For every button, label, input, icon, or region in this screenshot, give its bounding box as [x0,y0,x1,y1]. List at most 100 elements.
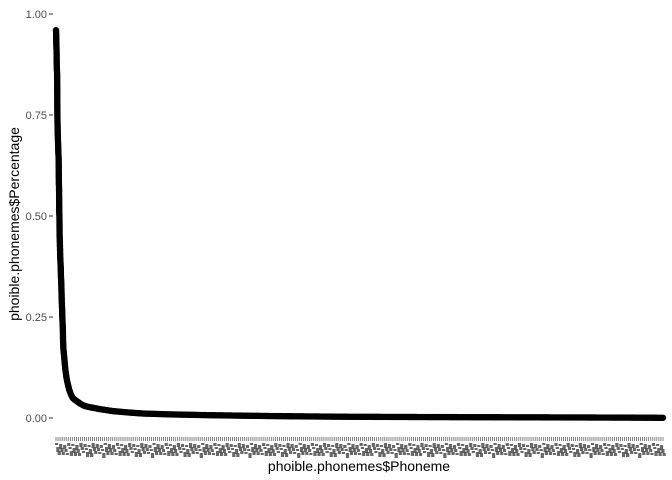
x-tick-label-mark [649,449,653,452]
x-tick-label-mark [539,449,543,451]
x-tick-label-mark [393,449,397,451]
x-tick-label-mark [481,443,485,448]
x-tick-label-mark [327,444,331,447]
x-tick-label-mark [582,444,586,448]
x-tick-label-mark [590,443,595,445]
x-tick-label-mark [368,449,373,453]
x-tick-label-mark [57,451,61,455]
x-tick-label-mark [432,443,436,448]
x-tick-label-mark [130,451,134,453]
x-tick-label-mark [156,444,160,449]
x-tick-label-mark [431,453,435,457]
x-tick-label-mark [303,448,308,452]
x-tick-label-mark [203,451,207,455]
x-tick-label-mark [646,452,650,455]
x-tick-label-mark [155,451,159,455]
x-tick-label-mark [482,447,486,451]
x-tick-label-mark [657,448,661,453]
x-tick-label-mark [299,447,304,452]
x-tick-label-mark [114,453,118,455]
x-tick-label-mark [425,448,429,450]
x-tick-label-mark [76,449,80,453]
x-tick-label-mark [295,449,300,451]
x-tick-label-mark [559,448,563,453]
x-tick-label-mark [267,448,271,453]
x-axis [55,437,666,458]
x-tick-label-mark [102,453,106,458]
x-tick-label-mark [81,451,86,453]
x-tick-label-mark [187,453,191,457]
x-tick-label-mark [309,453,313,455]
x-tick-label-mark [632,448,637,451]
x-tick-label-mark [193,444,197,448]
x-tick-label-mark [141,447,145,451]
x-tick-label-mark [359,443,363,446]
x-tick-label-mark [645,448,649,452]
x-tick-label-mark [218,448,222,453]
x-tick-label-mark [133,448,137,450]
x-tick-label-mark [574,445,578,447]
x-tick-label-mark [379,445,383,447]
x-tick-label-mark [584,448,588,451]
x-tick-label-mark [95,444,99,448]
x-tick-label-mark [64,449,68,452]
x-tick-label-mark [294,445,298,448]
x-tick-label-mark [337,451,341,454]
x-tick-label-mark [585,452,589,454]
x-tick-label-mark [174,449,178,453]
x-tick-label-mark [306,445,310,449]
x-tick-label-mark [209,445,213,449]
x-tick-label-mark [535,448,539,451]
x-tick-label-mark [197,445,201,448]
x-tick-label-mark [73,452,78,456]
x-tick-label-mark [372,447,377,450]
x-tick-label-mark [437,448,442,451]
x-tick-label-mark [92,447,97,451]
x-tick-label-mark [126,453,130,456]
x-tick-label-mark [567,447,572,450]
x-tick-label-mark [345,453,350,458]
x-tick-label-mark [447,451,451,455]
x-tick-label-mark [420,443,424,447]
x-tick-label-mark [290,444,294,448]
x-tick-label-mark [226,447,231,450]
x-tick-label-mark [270,445,274,450]
x-tick-label-mark [458,447,462,449]
x-tick-label-mark [241,444,245,448]
x-tick-label-mark [264,451,268,456]
x-tick-label-mark [497,444,501,449]
x-tick-label-mark [164,443,168,446]
x-tick-label-mark [364,448,369,453]
x-tick-label-mark [188,443,193,448]
x-tick-label-mark [353,452,358,455]
x-tick-label-mark [222,449,226,453]
x-tick-label-mark [473,444,477,447]
x-tick-label-mark [402,452,406,455]
x-tick-label-mark [344,449,348,451]
x-tick-label-mark [389,448,393,451]
x-tick-label-mark [321,453,325,456]
x-tick-label-mark [258,445,262,449]
x-tick-label-mark [213,443,217,446]
x-tick-label-mark [121,448,125,453]
x-tick-label-mark [577,453,581,457]
x-tick-label-mark [351,444,355,449]
x-tick-label-mark [75,445,79,450]
x-tick-label-mark [511,448,515,453]
data-points [52,26,667,421]
x-tick-label-mark [356,449,360,452]
x-tick-label-mark [404,445,408,449]
x-tick-label-mark [333,453,337,457]
x-tick-label-mark [340,448,344,451]
x-tick-label-mark [215,451,220,456]
x-tick-label-mark [349,451,354,455]
x-tick-label-mark [229,444,233,447]
x-tick-label-mark [243,448,247,451]
x-tick-label-mark [408,443,412,446]
x-tick-label-mark [547,448,551,452]
y-axis: 0.00 0.25 0.50 0.75 1.00 [26,9,53,425]
x-tick-label-mark [202,447,206,452]
x-tick-label-mark [605,451,609,456]
x-tick-label-mark [291,448,295,451]
x-tick-label-mark [86,452,90,457]
